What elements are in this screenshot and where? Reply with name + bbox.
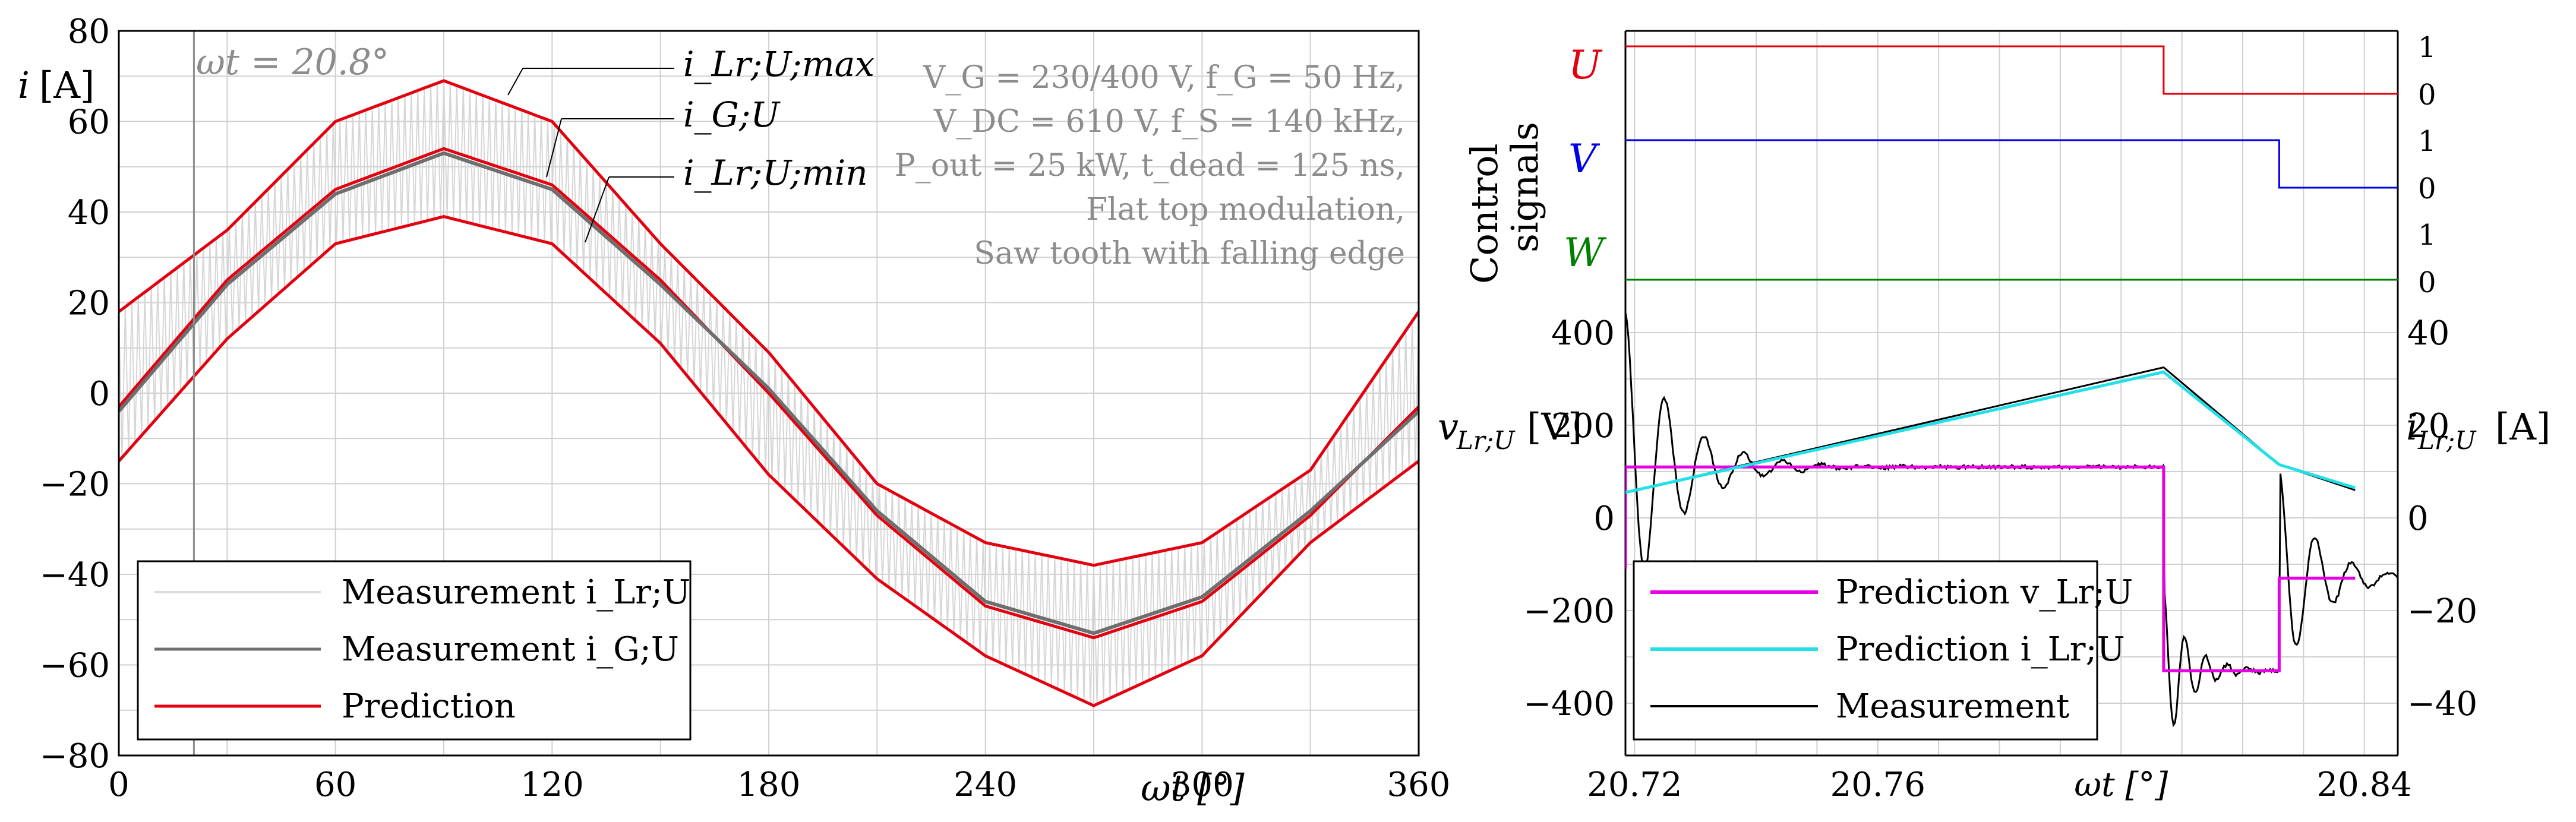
control-signal-u-line [1625, 46, 2398, 94]
left-x-tick-label: 120 [520, 766, 584, 804]
legend-label-i: Prediction i_Lr;U [1836, 630, 2125, 669]
right-ylabel-right-sub: Lr;U [2417, 426, 2477, 455]
left-y-tick-label: 20 [68, 284, 110, 323]
control-signals-title-1: Control [1463, 144, 1506, 284]
control-signal-v-label: V [1568, 136, 1600, 182]
right-y-tick-left: −400 [1523, 685, 1615, 723]
right-ylabel-right-unit: [A] [2495, 405, 2550, 448]
right-xlabel: ωt [°] [2074, 766, 2168, 804]
parameter-text: V_G = 230/400 V, f_G = 50 Hz, V_DC = 610… [895, 60, 1405, 271]
right-ylabel-left: v [1438, 405, 1459, 448]
control-signal-low-label: 0 [2418, 78, 2436, 112]
marker-label: ωt = 20.8° [196, 42, 389, 83]
left-y-tick-label: −80 [40, 737, 110, 776]
left-x-tick-label: 60 [314, 766, 356, 804]
right-x-tick-label: 20.84 [2317, 766, 2412, 804]
control-signal-low-label: 0 [2418, 172, 2436, 206]
control-signal-high-label: 1 [2418, 125, 2436, 158]
control-signals-title-2: signals [1503, 122, 1546, 252]
left-x-tick-label: 360 [1387, 766, 1451, 804]
param-line-5: Saw tooth with falling edge [974, 236, 1405, 271]
annotation-leader-max [508, 68, 523, 95]
left-legend: Measurement i_Lr;U Measurement i_G;U Pre… [138, 561, 690, 739]
right-legend: Prediction v_Lr;U Prediction i_Lr;U Meas… [1634, 561, 2133, 739]
left-x-tick-label: 240 [954, 766, 1017, 804]
left-ylabel-unit: [A] [39, 64, 94, 107]
right-y-tick-left: 0 [1593, 499, 1615, 538]
left-y-tick-label: −40 [40, 556, 110, 595]
right-ylabel-left-unit: [V] [1527, 405, 1582, 448]
left-y-tick-label: 60 [68, 103, 110, 142]
left-y-tick-label: 80 [68, 12, 110, 51]
left-y-tick-label: 0 [89, 375, 110, 413]
left-ylabel: i [18, 64, 30, 107]
control-signal-high-label: 1 [2418, 31, 2436, 64]
legend-label-prediction: Prediction [342, 687, 516, 726]
control-signal-high-label: 1 [2418, 219, 2436, 252]
control-signal-w-label: W [1564, 230, 1607, 276]
chart-canvas: 0 60 120 180 240 300 360806040200−20−40−60−80 … [0, 0, 2576, 822]
left-chart: 0 60 120 180 240 300 360806040200−20−40−60−80 … [18, 12, 1450, 810]
param-line-3: P_out = 25 kW, t_dead = 125 ns, [895, 148, 1405, 184]
control-signal-low-label: 0 [2418, 266, 2436, 299]
right-x-tick-label: 20.72 [1587, 766, 1682, 804]
left-y-tick-label: 40 [68, 194, 110, 232]
right-ylabel-left-sub: Lr;U [1456, 426, 1516, 455]
left-y-tick-label: −20 [40, 466, 110, 504]
left-x-tick-label: 0 [108, 766, 130, 804]
annotation-ilr-max: i_Lr;U;max [683, 44, 875, 84]
right-ylabel-right: i [2406, 405, 2418, 448]
legend-label-ig: Measurement i_G;U [342, 630, 679, 669]
param-line-4: Flat top modulation, [1086, 192, 1405, 227]
left-y-tick-label: −60 [40, 647, 110, 685]
right-y-tick-right: 0 [2407, 499, 2429, 538]
series-prediction-i [1625, 372, 2355, 492]
right-y-tick-left: −200 [1523, 592, 1615, 631]
left-xlabel: ωt [°] [1141, 766, 1245, 810]
left-x-tick-label: 180 [737, 766, 801, 804]
right-y-tick-right: −40 [2407, 685, 2477, 723]
param-line-1: V_G = 230/400 V, f_G = 50 Hz, [923, 60, 1405, 96]
right-y-tick-right: 40 [2407, 314, 2449, 353]
legend-label-ilr: Measurement i_Lr;U [342, 573, 690, 612]
control-signal-u-label: U [1568, 42, 1603, 88]
control-signal-v-line [1625, 140, 2398, 188]
right-chart: 20.72 20.76 ωt [°] 20.844002000−200−4004020… [1438, 31, 2550, 804]
annotation-ilr-min: i_Lr;U;min [683, 153, 868, 193]
right-y-tick-right: −20 [2407, 592, 2477, 631]
right-x-tick-label: 20.76 [1830, 766, 1925, 804]
legend-label-v: Prediction v_Lr;U [1836, 573, 2133, 612]
param-line-2: V_DC = 610 V, f_S = 140 kHz, [933, 104, 1405, 140]
right-y-tick-left: 400 [1551, 314, 1615, 353]
annotation-ig: i_G;U [683, 94, 781, 135]
legend-label-measurement: Measurement [1836, 687, 2070, 726]
